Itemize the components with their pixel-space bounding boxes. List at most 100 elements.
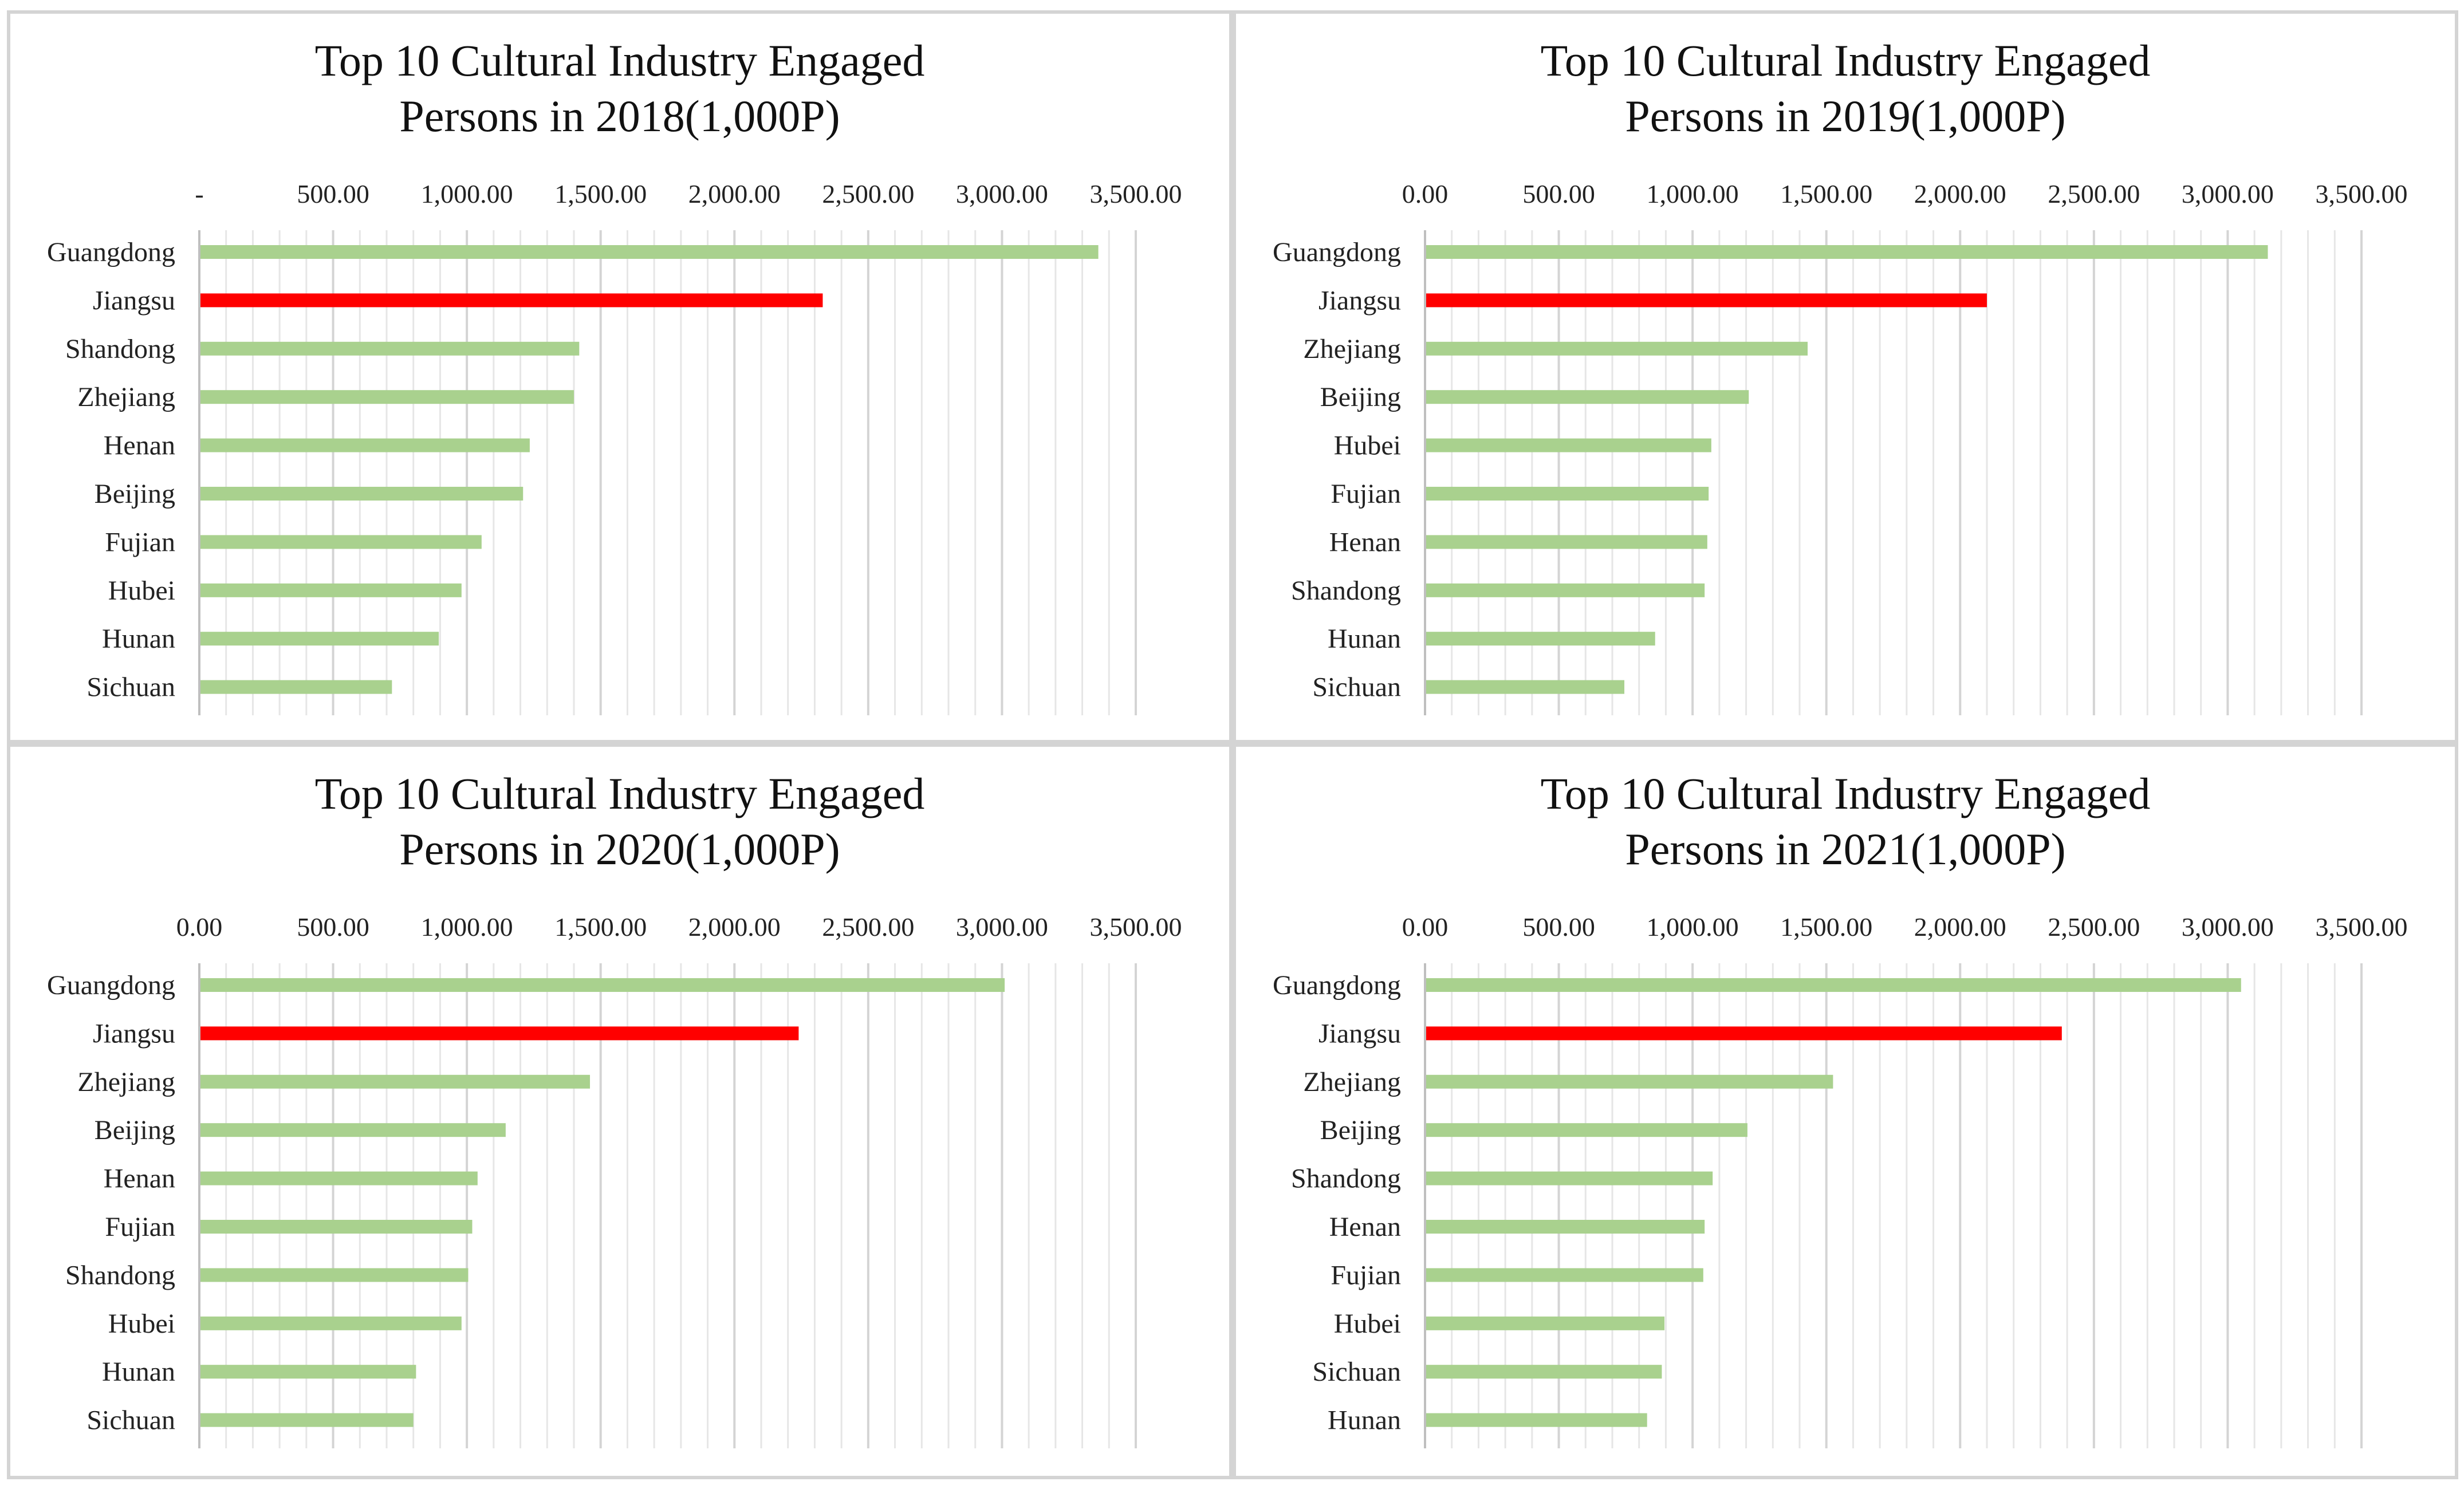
x-tick-label: 500.00	[1522, 179, 1595, 208]
x-tick-label: 2,000.00	[1914, 179, 2006, 208]
x-tick-label: 0.00	[1402, 179, 1449, 208]
category-label: Zhejiang	[1303, 1067, 1401, 1097]
bar-hunan	[200, 1365, 416, 1379]
bar-henan	[200, 1171, 478, 1185]
category-label: Hunan	[102, 624, 175, 654]
bar-hubei	[200, 583, 462, 597]
bar-henan	[1426, 1220, 1705, 1234]
category-label: Henan	[1329, 527, 1401, 557]
x-tick-label: 2,500.00	[822, 912, 914, 942]
x-tick-label: 1,000.00	[1647, 912, 1739, 942]
category-label: Jiangsu	[1318, 285, 1401, 316]
bar-fujian	[200, 535, 482, 549]
category-label: Henan	[104, 431, 175, 461]
chart-title-line: Top 10 Cultural Industry Engaged	[1541, 769, 2151, 818]
chart-title-line: Top 10 Cultural Industry Engaged	[1541, 36, 2151, 85]
category-label: Shandong	[65, 1260, 175, 1290]
category-label: Zhejiang	[77, 382, 175, 412]
bar-hubei	[1426, 438, 1711, 452]
category-label: Hunan	[1328, 1405, 1401, 1436]
bar-shandong	[200, 1268, 469, 1282]
bar-sichuan	[1426, 680, 1625, 694]
x-tick-label: 2,000.00	[688, 179, 781, 208]
bar-beijing	[200, 1123, 506, 1137]
bar-guangdong	[200, 245, 1099, 259]
x-tick-label: 3,500.00	[2316, 912, 2408, 942]
chart-svg-2019: Top 10 Cultural Industry Engaged Persons …	[1273, 36, 2408, 715]
bar-hunan	[200, 632, 439, 646]
category-label: Hunan	[1328, 624, 1401, 654]
category-label: Shandong	[65, 334, 175, 364]
x-tick-label: 1,000.00	[1647, 179, 1739, 208]
category-label: Jiangsu	[1318, 1018, 1401, 1049]
x-tick-label: 1,500.00	[554, 912, 647, 942]
bar-zhejiang	[1426, 341, 1808, 356]
chart-title-line: Persons in 2020(1,000P)	[399, 824, 840, 874]
bar-fujian	[1426, 487, 1709, 501]
category-label: Fujian	[105, 527, 175, 557]
x-tick-label: 1,500.00	[1780, 179, 1872, 208]
bar-fujian	[1426, 1268, 1703, 1282]
chart-svg-2018: Top 10 Cultural Industry Engaged Persons …	[47, 36, 1182, 715]
chart-title-line: Top 10 Cultural Industry Engaged	[315, 36, 925, 85]
x-tick-label: 0.00	[176, 912, 223, 942]
x-tick-label: -	[195, 179, 203, 208]
x-tick-label: 500.00	[297, 179, 369, 208]
bar-beijing	[1426, 390, 1749, 404]
bar-sichuan	[200, 680, 392, 694]
bar-zhejiang	[200, 1074, 591, 1089]
chart-title-line: Persons in 2019(1,000P)	[1625, 91, 2065, 141]
category-label: Zhejiang	[77, 1067, 175, 1097]
chart-svg-2020: Top 10 Cultural Industry Engaged Persons …	[47, 769, 1182, 1448]
category-label: Guangdong	[47, 970, 175, 1000]
category-label: Sichuan	[1312, 672, 1401, 703]
bar-jiangsu	[200, 293, 823, 308]
category-label: Beijing	[1320, 382, 1401, 412]
category-label: Hubei	[1334, 1309, 1401, 1339]
bar-shandong	[1426, 583, 1705, 597]
category-label: Hubei	[108, 1309, 175, 1339]
category-label: Hubei	[1334, 431, 1401, 461]
bar-shandong	[200, 341, 580, 356]
x-tick-label: 3,500.00	[2316, 179, 2408, 208]
chart-title-line: Persons in 2018(1,000P)	[399, 91, 840, 141]
bar-shandong	[1426, 1171, 1713, 1185]
chart-panel-2021: Top 10 Cultural Industry Engaged Persons …	[1233, 743, 2458, 1479]
category-label: Beijing	[95, 479, 175, 509]
category-label: Fujian	[1331, 479, 1401, 509]
chart-panel-2020: Top 10 Cultural Industry Engaged Persons …	[7, 743, 1233, 1479]
x-tick-label: 1,500.00	[1780, 912, 1872, 942]
category-label: Shandong	[1291, 1164, 1401, 1194]
x-tick-label: 500.00	[1522, 912, 1595, 942]
bar-hunan	[1426, 632, 1655, 646]
x-tick-label: 500.00	[297, 912, 369, 942]
bar-fujian	[200, 1220, 473, 1234]
x-tick-label: 2,000.00	[1914, 912, 2006, 942]
x-tick-label: 0.00	[1402, 912, 1449, 942]
chart-panel-2019: Top 10 Cultural Industry Engaged Persons …	[1233, 10, 2458, 743]
x-tick-label: 2,500.00	[2048, 912, 2140, 942]
bar-guangdong	[1426, 978, 2241, 992]
x-tick-label: 1,000.00	[421, 912, 513, 942]
x-tick-label: 2,000.00	[688, 912, 781, 942]
x-tick-label: 3,500.00	[1090, 179, 1182, 208]
category-label: Shandong	[1291, 576, 1401, 606]
bar-jiangsu	[1426, 293, 1987, 308]
bar-hubei	[200, 1316, 462, 1330]
category-label: Zhejiang	[1303, 334, 1401, 364]
category-label: Guangdong	[47, 237, 175, 267]
chart-svg-2021: Top 10 Cultural Industry Engaged Persons …	[1273, 769, 2408, 1448]
chart-title-line: Top 10 Cultural Industry Engaged	[315, 769, 925, 818]
category-label: Hunan	[102, 1357, 175, 1387]
category-label: Beijing	[95, 1115, 175, 1145]
x-tick-label: 2,500.00	[822, 179, 914, 208]
category-label: Henan	[1329, 1212, 1401, 1242]
bar-henan	[200, 438, 530, 452]
bar-jiangsu	[200, 1026, 799, 1041]
bar-beijing	[200, 487, 523, 501]
bar-henan	[1426, 535, 1707, 549]
category-label: Guangdong	[1273, 970, 1401, 1000]
category-label: Hubei	[108, 576, 175, 606]
category-label: Sichuan	[1312, 1357, 1401, 1387]
